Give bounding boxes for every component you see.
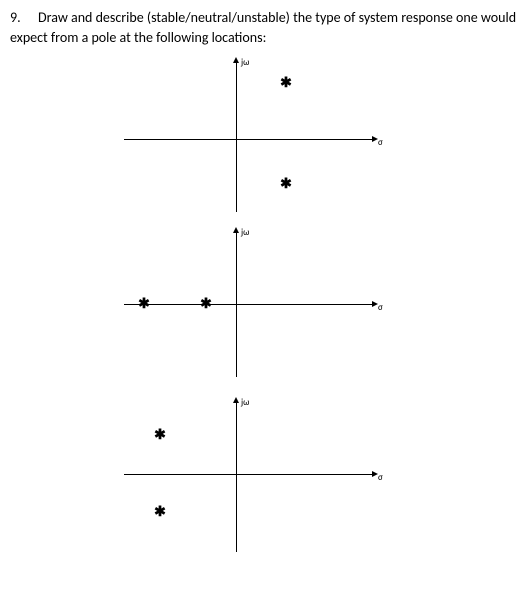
pole-marker: ✱ xyxy=(154,505,166,519)
splane-plot-1: jω σ ✱ ✱ xyxy=(116,49,416,219)
real-axis xyxy=(124,139,374,140)
imag-axis-arrow xyxy=(233,227,239,233)
real-axis-label: σ xyxy=(378,302,383,313)
imag-axis-arrow xyxy=(233,397,239,403)
pole-marker: ✱ xyxy=(200,297,212,311)
pole-marker: ✱ xyxy=(280,76,292,90)
real-axis-label: σ xyxy=(378,137,383,148)
real-axis xyxy=(124,304,374,305)
splane-plot-3: jω σ ✱ ✱ xyxy=(116,389,416,559)
pole-marker: ✱ xyxy=(138,297,150,311)
imag-axis-label: jω xyxy=(241,227,249,238)
imag-axis xyxy=(236,401,237,552)
real-axis-label: σ xyxy=(378,472,383,483)
imag-axis xyxy=(236,61,237,212)
imag-axis-label: jω xyxy=(241,57,249,68)
pole-marker: ✱ xyxy=(154,428,166,442)
plots-container: jω σ ✱ ✱ jω σ ✱ ✱ jω σ ✱ ✱ xyxy=(10,49,522,559)
question-number: 9. xyxy=(10,8,38,28)
pole-marker: ✱ xyxy=(280,177,292,191)
question-text: 9.Draw and describe (stable/neutral/unst… xyxy=(10,8,522,47)
question-body: Draw and describe (stable/neutral/unstab… xyxy=(10,9,516,46)
imag-axis-arrow xyxy=(233,57,239,63)
real-axis xyxy=(124,474,374,475)
imag-axis-label: jω xyxy=(241,397,249,408)
splane-plot-2: jω σ ✱ ✱ xyxy=(116,219,416,389)
imag-axis xyxy=(236,231,237,377)
